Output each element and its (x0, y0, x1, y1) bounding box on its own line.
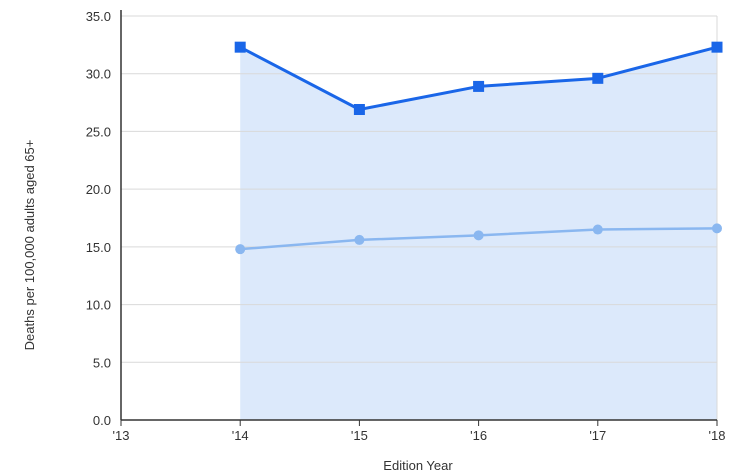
label-layer: 0.0 5.0 10.0 15.0 20.0 25.0 30.0 35.0 '13 '14 '15 '… (86, 9, 726, 443)
x-tick-label: '18 (709, 428, 726, 443)
y-tick-label: 15.0 (86, 240, 111, 255)
data-point-marker (473, 80, 485, 92)
y-tick-label: 25.0 (86, 124, 111, 139)
data-point-marker (592, 72, 604, 84)
series-layer (234, 41, 723, 255)
data-point-marker (473, 230, 484, 241)
y-tick-label: 0.0 (93, 413, 111, 428)
y-tick-label: 5.0 (93, 355, 111, 370)
x-tick-label: '14 (232, 428, 249, 443)
data-point-marker (354, 234, 365, 245)
x-axis-title: Edition Year (383, 458, 453, 473)
x-tick-label: '16 (470, 428, 487, 443)
y-axis-title: Deaths per 100,000 adults aged 65+ (22, 140, 37, 351)
grid-layer (121, 15, 718, 420)
data-point-marker (234, 41, 246, 53)
x-tick-label: '13 (113, 428, 130, 443)
data-point-marker (712, 223, 722, 234)
y-tick-label: 20.0 (86, 182, 111, 197)
y-tick-label: 10.0 (86, 298, 111, 313)
data-point-marker (235, 244, 246, 255)
data-point-marker (711, 41, 723, 53)
x-tick-label: '15 (351, 428, 368, 443)
y-tick-label: 30.0 (86, 67, 111, 82)
y-tick-label: 35.0 (86, 9, 111, 24)
data-point-marker (353, 103, 365, 115)
axis-layer (120, 10, 718, 426)
data-point-marker (592, 224, 603, 235)
x-tick-label: '17 (589, 428, 606, 443)
